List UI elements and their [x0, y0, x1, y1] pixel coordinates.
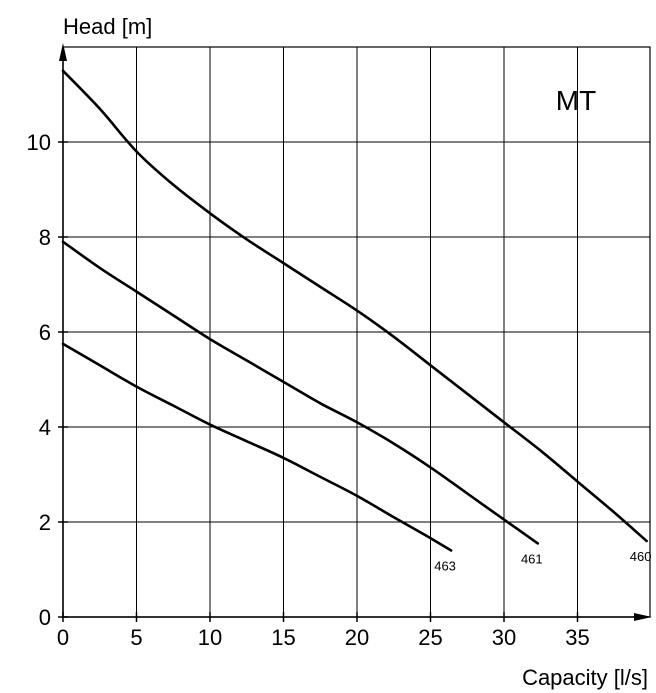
y-tick-label: 8: [39, 225, 51, 250]
y-tick-label: 2: [39, 510, 51, 535]
curves: [61, 69, 648, 552]
x-axis-arrow: [634, 613, 652, 621]
grid: [62, 46, 651, 618]
tick-labels: 0 5 10 15 20 25 30 35 0 2 4 6 8 10: [27, 130, 590, 650]
curve-label-463: 463: [434, 559, 456, 574]
x-tick-label: 35: [565, 625, 589, 650]
chart-title: MT: [556, 85, 596, 116]
x-tick-label: 20: [345, 625, 369, 650]
y-axis-arrow: [59, 43, 67, 61]
x-tick-label: 25: [418, 625, 442, 650]
x-tick-label: 15: [271, 625, 295, 650]
curve-label-460: 460: [630, 549, 652, 564]
curve-463: [61, 342, 453, 552]
y-axis-title: Head [m]: [63, 14, 152, 39]
curve-label-461: 461: [521, 551, 543, 566]
curve-461: [61, 240, 540, 545]
x-tick-label: 0: [57, 625, 69, 650]
curve-labels: 460 461 463: [434, 549, 651, 574]
x-axis-title: Capacity [l/s]: [522, 665, 648, 690]
x-tick-label: 5: [130, 625, 142, 650]
y-tick-label: 4: [39, 415, 51, 440]
axes: [58, 43, 652, 622]
y-tick-label: 10: [27, 130, 51, 155]
y-tick-label: 0: [39, 605, 51, 630]
curve-460: [61, 69, 648, 543]
x-tick-label: 30: [492, 625, 516, 650]
y-tick-label: 6: [39, 320, 51, 345]
x-tick-label: 10: [198, 625, 222, 650]
